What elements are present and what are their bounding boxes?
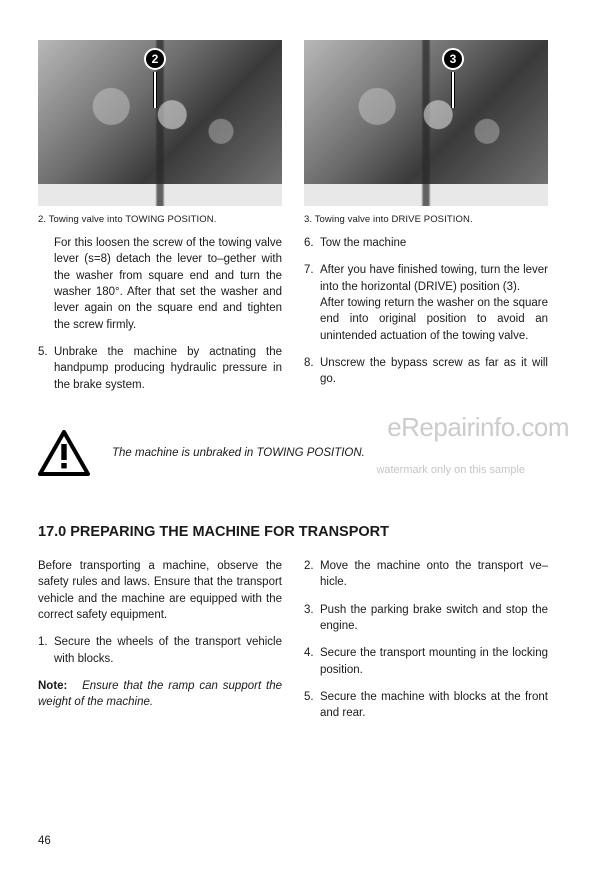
figure-left-caption-num: 2.	[38, 214, 46, 225]
right-column-top: 6. Tow the machine 7. After you have fin…	[304, 235, 548, 404]
right-item-6: 6. Tow the machine	[304, 235, 548, 251]
figure-right-caption-text: Towing valve into DRIVE POSITION.	[315, 214, 473, 225]
s17-r-item-4: 4. Secure the transport mounting in the …	[304, 645, 548, 678]
right-column-s17: 2. Move the machine onto the transport v…	[304, 558, 548, 733]
s17-l1-text: Secure the wheels of the transport vehic…	[54, 634, 282, 667]
callout-marker-2: 2	[144, 48, 166, 70]
s17-note-label: Note:	[38, 680, 67, 692]
s17-r4-num: 4.	[304, 645, 320, 678]
figure-right-caption-num: 3.	[304, 214, 312, 225]
s17-r5-text: Secure the machine with blocks at the fr…	[320, 689, 548, 722]
left-item-5: 5. Unbrake the machine by actnating the …	[38, 344, 282, 393]
figure-left-image: 2	[38, 40, 282, 206]
s17-r2-text: Move the machine onto the transport ve–h…	[320, 558, 548, 591]
figure-right: 3 3. Towing valve into DRIVE POSITION.	[304, 40, 548, 225]
right-item-8-text: Unscrew the bypass screw as far as it wi…	[320, 355, 548, 388]
warning-row: The machine is unbraked in TOWING POSITI…	[38, 430, 557, 476]
left-column-s17: Before transporting a machine, observe t…	[38, 558, 282, 733]
s17-note: Note: Ensure that the ramp can support t…	[38, 678, 282, 711]
body-columns-top: For this loosen the screw of the towing …	[38, 235, 557, 404]
warning-text: The machine is unbraked in TOWING POSITI…	[112, 447, 365, 459]
s17-r-item-5: 5. Secure the machine with blocks at the…	[304, 689, 548, 722]
s17-r5-num: 5.	[304, 689, 320, 722]
s17-l1-num: 1.	[38, 634, 54, 667]
s17-r2-num: 2.	[304, 558, 320, 591]
figures-row: 2 2. Towing valve into TOWING POSITION. …	[38, 40, 557, 225]
right-item-7: 7. After you have finished towing, turn …	[304, 262, 548, 295]
s17-left-item-1: 1. Secure the wheels of the transport ve…	[38, 634, 282, 667]
s17-intro: Before transporting a machine, observe t…	[38, 558, 282, 623]
s17-r-item-3: 3. Push the parking brake switch and sto…	[304, 602, 548, 635]
figure-right-image: 3	[304, 40, 548, 206]
s17-r4-text: Secure the transport mounting in the loc…	[320, 645, 548, 678]
left-item-5-num: 5.	[38, 344, 54, 393]
s17-r3-num: 3.	[304, 602, 320, 635]
section-17-heading: 17.0 PREPARING THE MACHINE FOR TRANSPORT	[38, 524, 557, 540]
right-item-8-num: 8.	[304, 355, 320, 388]
left-column-top: For this loosen the screw of the towing …	[38, 235, 282, 404]
figure-left: 2 2. Towing valve into TOWING POSITION.	[38, 40, 282, 225]
right-item-6-text: Tow the machine	[320, 235, 548, 251]
right-item-7-num: 7.	[304, 262, 320, 295]
callout-marker-3: 3	[442, 48, 464, 70]
right-item-8: 8. Unscrew the bypass screw as far as it…	[304, 355, 548, 388]
figure-left-caption-text: Towing valve into TOWING POSITION.	[49, 214, 217, 225]
left-item-5-text: Unbrake the machine by actnating the han…	[54, 344, 282, 393]
figure-right-caption: 3. Towing valve into DRIVE POSITION.	[304, 214, 548, 225]
page-number: 46	[38, 835, 51, 847]
s17-r3-text: Push the parking brake switch and stop t…	[320, 602, 548, 635]
right-item-7-text: After you have finished towing, turn the…	[320, 262, 548, 295]
body-columns-section17: Before transporting a machine, observe t…	[38, 558, 557, 733]
right-item-6-num: 6.	[304, 235, 320, 251]
warning-triangle-icon	[38, 430, 90, 476]
s17-r-item-2: 2. Move the machine onto the transport v…	[304, 558, 548, 591]
left-p1: For this loosen the screw of the towing …	[38, 235, 282, 333]
figure-left-caption: 2. Towing valve into TOWING POSITION.	[38, 214, 282, 225]
right-item-7-cont: After towing return the washer on the sq…	[304, 295, 548, 344]
